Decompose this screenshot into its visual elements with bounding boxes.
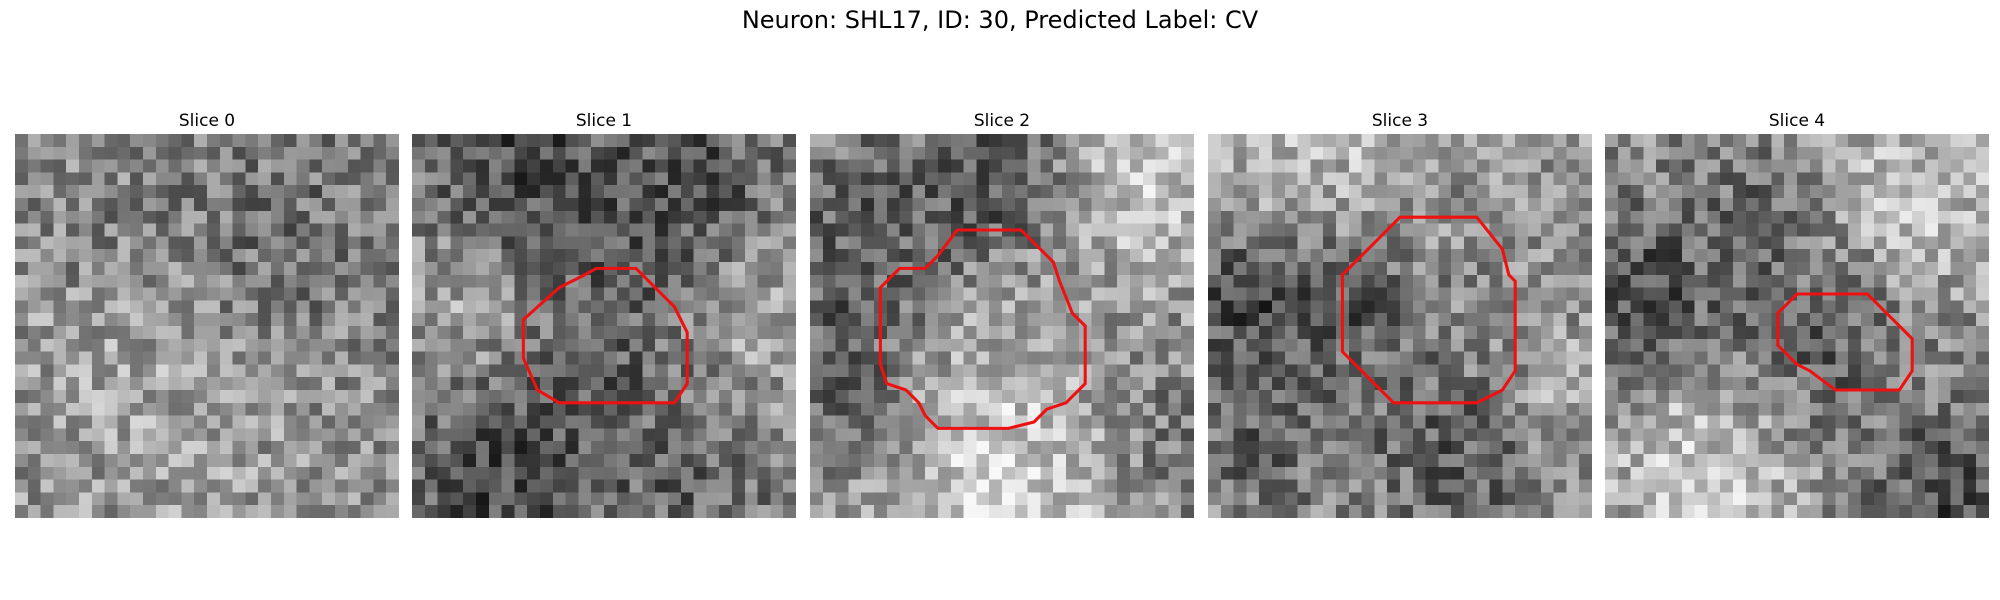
pixel-grid-3 bbox=[1208, 134, 1592, 518]
slice-title-0: Slice 0 bbox=[178, 111, 236, 131]
slice-panel-3: Slice 3 bbox=[1208, 108, 1592, 518]
slice-image-3 bbox=[1208, 134, 1592, 518]
roi-contour-3 bbox=[1340, 215, 1517, 405]
slice-title-3: Slice 3 bbox=[1371, 111, 1429, 131]
pixel-grid-1 bbox=[412, 134, 796, 518]
pixel-grid-0 bbox=[15, 134, 399, 518]
slice-image-1 bbox=[412, 134, 796, 518]
slice-panel-0: Slice 0 bbox=[15, 108, 399, 518]
slice-panel-1: Slice 1 bbox=[412, 108, 796, 518]
roi-contour-4 bbox=[1776, 292, 1914, 392]
pixel-grid-4 bbox=[1605, 134, 1989, 518]
slice-image-2 bbox=[810, 134, 1194, 518]
slice-title-4: Slice 4 bbox=[1768, 111, 1826, 131]
slice-title-1: Slice 1 bbox=[575, 111, 633, 131]
roi-contour-2 bbox=[878, 228, 1087, 430]
slice-panel-2: Slice 2 bbox=[810, 108, 1194, 518]
slice-image-0 bbox=[15, 134, 399, 518]
figure-title: Neuron: SHL17, ID: 30, Predicted Label: … bbox=[741, 6, 1259, 34]
slice-panel-4: Slice 4 bbox=[1605, 108, 1989, 518]
slice-image-4 bbox=[1605, 134, 1989, 518]
pixel-grid-2 bbox=[810, 134, 1194, 518]
roi-contour-1 bbox=[521, 266, 689, 405]
slice-title-2: Slice 2 bbox=[973, 111, 1031, 131]
